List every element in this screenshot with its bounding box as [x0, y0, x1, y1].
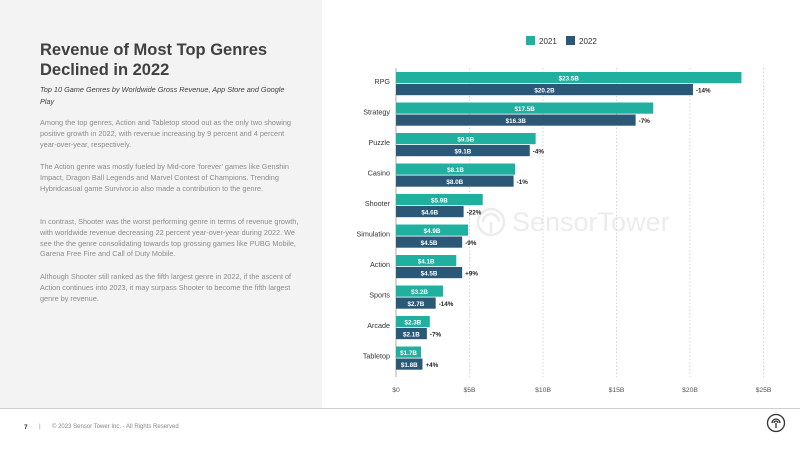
watermark-logo-icon [476, 207, 506, 237]
category-label: Sports [369, 291, 390, 300]
bar-value-label: $3.2B [411, 289, 428, 296]
bar-value-label: $1.7B [400, 350, 417, 357]
bar-2022 [396, 297, 436, 309]
change-label: -14% [696, 87, 711, 94]
x-tick-label: $25B [756, 387, 772, 394]
x-axis: $0 $5B $10B $15B $20B $25B [392, 387, 772, 394]
bar-2022 [396, 114, 636, 126]
change-label: -1% [517, 179, 529, 186]
watermark-text: SensorTower [512, 207, 670, 237]
page-subtitle: Top 10 Game Genres by Worldwide Gross Re… [40, 85, 285, 106]
bar-2021 [396, 163, 516, 175]
bar-2021 [396, 133, 536, 145]
sensortower-logo-icon [766, 413, 786, 438]
category-label: Arcade [367, 321, 390, 330]
bar-value-label: $1.8B [401, 362, 418, 369]
change-label: -4% [533, 148, 545, 155]
change-label: +9% [465, 270, 478, 277]
bar-value-label: $4.5B [421, 270, 438, 277]
bar-2021 [396, 346, 421, 358]
page-number: 7 [24, 424, 28, 431]
bar-value-label: $17.5B [514, 106, 535, 113]
bar-2021 [396, 72, 742, 84]
change-label: -22% [467, 209, 482, 216]
change-label: -9% [465, 240, 477, 247]
bar-2021 [396, 285, 444, 297]
category-label: Simulation [356, 230, 390, 239]
bar-value-label: $8.0B [446, 179, 463, 186]
bar-2022 [396, 236, 463, 248]
bar-value-label: $16.3B [506, 118, 527, 125]
bar-value-label: $4.6B [421, 209, 438, 216]
bar-value-label: $20.2B [534, 87, 555, 94]
legend-label-2022: 2022 [579, 37, 597, 46]
bar-value-label: $4.1B [418, 258, 435, 265]
category-label: Strategy [363, 108, 390, 117]
bar-2022 [396, 84, 693, 96]
bar-2022 [396, 145, 530, 157]
chart-legend: 2021 2022 [526, 36, 597, 46]
bar-value-label: $9.1B [454, 148, 471, 155]
change-label: -7% [430, 331, 442, 338]
footer-separator: | [39, 423, 41, 430]
footer-divider [0, 408, 800, 409]
legend-swatch-2021 [526, 36, 535, 45]
paragraph-3: In contrast, Shooter was the worst perfo… [40, 217, 299, 259]
bar-2021 [396, 255, 457, 267]
x-tick-label: $15B [609, 387, 625, 394]
bar-2022 [396, 358, 423, 370]
copyright-text: © 2023 Sensor Tower Inc. - All Rights Re… [52, 424, 179, 430]
bar-value-label: $4.5B [421, 240, 438, 247]
change-label: -14% [439, 301, 454, 308]
bar-value-label: $2.1B [403, 331, 420, 338]
legend-label-2021: 2021 [539, 37, 557, 46]
bar-value-label: $2.3B [404, 319, 421, 326]
bar-2022 [396, 328, 427, 340]
paragraph-2: The Action genre was mostly fueled by Mi… [40, 162, 289, 193]
category-label: Shooter [365, 199, 391, 208]
bar-value-label: $4.9B [424, 228, 441, 235]
change-label: -7% [639, 118, 651, 125]
watermark: SensorTower [476, 207, 670, 237]
category-label: Action [370, 260, 390, 269]
bar-2022 [396, 175, 514, 187]
bar-2021 [396, 224, 469, 236]
category-label: Tabletop [363, 352, 390, 361]
bar-2022 [396, 267, 463, 279]
x-tick-label: $20B [682, 387, 698, 394]
bar-value-label: $2.7B [407, 301, 424, 308]
bar-value-label: $9.5B [457, 136, 474, 143]
bar-2022 [396, 206, 464, 218]
change-label: +4% [425, 362, 438, 369]
page-title: Revenue of Most Top Genres Declined in 2… [40, 41, 268, 79]
category-label: RPG [374, 77, 390, 86]
legend-swatch-2022 [566, 36, 575, 45]
bar-2021 [396, 194, 483, 206]
bar-2021 [396, 316, 430, 328]
bar-value-label: $8.1B [447, 167, 464, 174]
x-tick-label: $5B [463, 387, 476, 394]
category-label: Puzzle [368, 138, 390, 147]
x-tick-label: $0 [392, 387, 400, 394]
category-label: Casino [368, 169, 390, 178]
text-panel [0, 0, 322, 408]
paragraph-1: Among the top genres, Action and Tableto… [40, 118, 291, 149]
bar-value-label: $23.5B [559, 75, 580, 82]
paragraph-4: Although Shooter still ranked as the fif… [40, 272, 292, 303]
genre-revenue-chart: SensorTower 2021 2022 $23.5B $20.2B -14% $17… [356, 36, 772, 394]
category-labels: RPG Strategy Puzzle Casino Shooter Simulation… [356, 77, 390, 361]
bar-2021 [396, 102, 654, 114]
x-tick-label: $10B [535, 387, 551, 394]
bar-value-label: $5.9B [431, 197, 448, 204]
bars: $23.5B $20.2B -14% $17.5B $16.3B -7% $9.5B $9.1… [396, 72, 742, 370]
